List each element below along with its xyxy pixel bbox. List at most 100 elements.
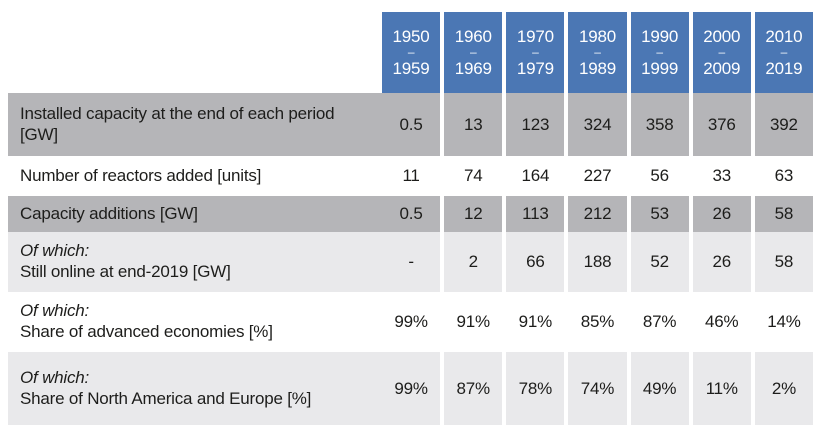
decade-start: 1970: [516, 26, 554, 46]
table-cell: 56: [630, 156, 689, 196]
table-cell: 63: [754, 156, 813, 196]
decade-start: 1980: [578, 26, 616, 46]
row-label: Of which: Share of advanced economies [%…: [8, 292, 382, 352]
table-cell: 14%: [754, 292, 813, 352]
table-cell: 358: [630, 93, 689, 156]
decade-capacity-table: 1950 – 1959 1960 – 1969 1970 – 1979 1980…: [8, 12, 813, 425]
row-label-prefix: Of which:: [20, 367, 90, 387]
decade-end: 1979: [516, 59, 554, 78]
row-values: - 2 66 188 52 26 58: [382, 232, 813, 292]
dash: –: [532, 45, 539, 59]
table-cell: 66: [506, 232, 565, 292]
row-label-prefix: Of which:: [20, 301, 90, 321]
decade-start: 2000: [703, 26, 741, 46]
row-label-text: Share of North America and Europe [%]: [20, 388, 312, 408]
decade-end: 1989: [578, 59, 616, 78]
row-label-text: Capacity additions [GW]: [20, 203, 198, 223]
row-values: 0.5 12 113 212 53 26 58: [382, 196, 813, 232]
column-header-2000s: 2000 – 2009: [692, 12, 751, 93]
table-row-advanced-economies: Of which: Share of advanced economies [%…: [8, 292, 813, 352]
table-cell: 33: [692, 156, 751, 196]
dash: –: [718, 45, 726, 59]
table-cell: 376: [692, 93, 751, 156]
table-cell: 0.5: [382, 196, 441, 232]
table-cell: 0.5: [382, 93, 441, 156]
decade-end: 1969: [454, 59, 492, 78]
table-cell: 164: [506, 156, 565, 196]
table-cell: 2: [444, 232, 503, 292]
table-row-still-online: Of which: Still online at end-2019 [GW] …: [8, 232, 813, 292]
row-label-text: Still online at end-2019 [GW]: [20, 262, 231, 281]
table-cell: 26: [692, 196, 751, 232]
row-values: 99% 91% 91% 85% 87% 46% 14%: [382, 292, 813, 352]
decade-end: 1999: [641, 59, 679, 78]
table-row-capacity-additions: Capacity additions [GW] 0.5 12 113 212 5…: [8, 196, 813, 232]
row-label-prefix: Of which:: [20, 241, 90, 261]
table-cell: 91%: [444, 292, 503, 352]
table-cell: 99%: [382, 292, 441, 352]
table-cell: 85%: [568, 292, 627, 352]
column-header-1960s: 1960 – 1969: [444, 12, 503, 93]
header-cells: 1950 – 1959 1960 – 1969 1970 – 1979 1980…: [382, 12, 813, 93]
row-values: 0.5 13 123 324 358 376 392: [382, 93, 813, 156]
table-cell: 11%: [692, 352, 751, 425]
column-header-2010s: 2010 – 2019: [754, 12, 813, 93]
dash: –: [780, 45, 788, 59]
dash: –: [594, 45, 601, 59]
column-header-1980s: 1980 – 1989: [568, 12, 627, 93]
table-cell: 99%: [382, 352, 441, 425]
decade-start: 1960: [454, 26, 492, 46]
table-cell: 12: [444, 196, 503, 232]
table-cell: 11: [382, 156, 441, 196]
row-label-text: Share of advanced economies [%]: [20, 322, 273, 341]
column-header-1950s: 1950 – 1959: [382, 12, 441, 93]
table-cell: 324: [568, 93, 627, 156]
table-cell: 91%: [506, 292, 565, 352]
decade-end: 1959: [392, 59, 430, 78]
table-cell: 392: [754, 93, 813, 156]
table-cell: 13: [444, 93, 503, 156]
table-cell: 123: [506, 93, 565, 156]
table-cell: 87%: [444, 352, 503, 425]
table-cell: 49%: [630, 352, 689, 425]
table-header-row: 1950 – 1959 1960 – 1969 1970 – 1979 1980…: [8, 12, 813, 93]
row-values: 99% 87% 78% 74% 49% 11% 2%: [382, 352, 813, 425]
table-cell: 46%: [692, 292, 751, 352]
table-cell: 26: [692, 232, 751, 292]
table-row-north-america-europe: Of which: Share of North America and Eur…: [8, 352, 813, 425]
table-cell: 188: [568, 232, 627, 292]
dash: –: [469, 45, 477, 59]
row-label: Number of reactors added [units]: [8, 156, 382, 196]
table-cell: 87%: [630, 292, 689, 352]
table-row-installed-capacity: Installed capacity at the end of each pe…: [8, 93, 813, 156]
decade-end: 2009: [703, 59, 741, 78]
decade-start: 1950: [392, 26, 430, 46]
column-header-1970s: 1970 – 1979: [506, 12, 565, 93]
table-cell: 53: [630, 196, 689, 232]
table-cell: 113: [506, 196, 565, 232]
table-cell: 78%: [506, 352, 565, 425]
decade-end: 2019: [765, 59, 803, 78]
table-cell: 2%: [754, 352, 813, 425]
row-label: Installed capacity at the end of each pe…: [8, 93, 382, 156]
dash: –: [656, 45, 663, 59]
table-cell: 58: [754, 232, 813, 292]
table-cell: 74: [444, 156, 503, 196]
row-values: 11 74 164 227 56 33 63: [382, 156, 813, 196]
decade-start: 1990: [641, 26, 679, 46]
row-label: Of which: Share of North America and Eur…: [8, 352, 382, 425]
column-header-1990s: 1990 – 1999: [630, 12, 689, 93]
table-row-reactors-added: Number of reactors added [units] 11 74 1…: [8, 156, 813, 196]
row-label: Of which: Still online at end-2019 [GW]: [8, 232, 382, 292]
row-label-text: Number of reactors added [units]: [20, 165, 262, 185]
row-label: Capacity additions [GW]: [8, 196, 382, 232]
row-label-text: Installed capacity at the end of each pe…: [20, 103, 335, 144]
header-spacer: [8, 12, 382, 93]
dash: –: [407, 45, 415, 59]
decade-start: 2010: [765, 26, 803, 46]
table-cell: 74%: [568, 352, 627, 425]
table-cell: 212: [568, 196, 627, 232]
table-cell: 52: [630, 232, 689, 292]
table-cell: 58: [754, 196, 813, 232]
